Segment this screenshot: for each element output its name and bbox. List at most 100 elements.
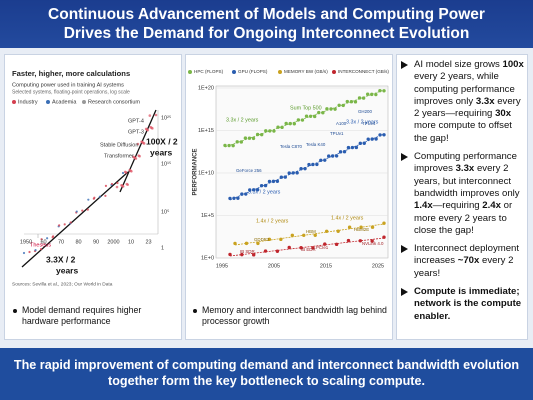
decor-point (243, 136, 248, 140)
decor-point (358, 141, 363, 146)
decor-point (123, 170, 127, 174)
x-tick-label: 23 (145, 239, 151, 245)
legend-label: HPC (FLOPS) (194, 69, 224, 74)
bullet-dot (13, 309, 17, 313)
decor-point (342, 150, 347, 154)
annotation: 1.4x / 2 years (256, 218, 289, 224)
bullet-arrow (401, 245, 408, 254)
decor-point (321, 111, 325, 115)
decor-point (228, 252, 232, 257)
decor-point (279, 237, 283, 242)
bullet-item: AI model size grows 100x every 2 years, … (401, 59, 525, 145)
legend-swatch (12, 100, 16, 104)
x-tick-label: 1950 (20, 239, 32, 245)
decor-point (263, 249, 268, 253)
legend-swatch (46, 100, 50, 104)
decor-point (63, 223, 66, 226)
decor-point (255, 188, 260, 192)
bold-text: 2.4x (482, 200, 501, 212)
decor-point (358, 239, 363, 243)
y-tick-label: 1E+10 (198, 170, 214, 176)
bullet-text: Model demand requires higher hardware pe… (22, 305, 142, 326)
legend-label: Academia (52, 99, 77, 105)
decor-point (247, 136, 252, 140)
decor-point (69, 221, 72, 224)
bold-text: 3.3x (455, 163, 475, 175)
legend-swatch (278, 70, 282, 74)
decor-point (244, 192, 248, 196)
decor-point (323, 158, 327, 162)
decor-point (370, 92, 374, 97)
point-label: GPT-3 (128, 129, 144, 135)
decor-point (346, 145, 351, 150)
x-tick-label: 2025 (372, 263, 384, 269)
x-tick-label: 10 (128, 239, 134, 245)
decor-point (104, 184, 108, 187)
decor-point (334, 242, 339, 247)
x-ticks: 1950 60 70 80 90 2000 10 23 (20, 239, 152, 245)
point-label: Stable Diffusion (100, 142, 138, 148)
decor-point (120, 183, 123, 187)
decor-point (374, 92, 378, 97)
annotation: years (56, 265, 78, 275)
decor-point (333, 107, 337, 111)
decor-point (240, 252, 244, 257)
decor-point (319, 158, 323, 162)
y-tick-label: 10²⁵ (161, 114, 171, 121)
decor-point (236, 196, 240, 200)
decor-point (239, 140, 244, 144)
decor-point (148, 114, 152, 117)
x-tick-label: 70 (58, 239, 64, 245)
y-tick-label: 1E+5 (201, 213, 214, 219)
decor-point (315, 162, 319, 167)
y-tick-label: 10⁵ (161, 208, 169, 215)
series-points (223, 88, 386, 257)
trend-line (119, 109, 157, 193)
decor-point (231, 143, 235, 148)
decor-point (337, 103, 341, 107)
decor-point (251, 136, 256, 141)
decor-point (280, 125, 284, 130)
decor-point (283, 175, 287, 179)
compute-chart: Faster, higher, more calculations Comput… (12, 69, 178, 287)
bullet-text: every 2 years, but interconnect bandwidt… (414, 163, 520, 199)
point-label: HBM (306, 229, 316, 234)
decor-point (303, 166, 307, 171)
decor-point (40, 238, 43, 241)
decor-point (128, 168, 132, 172)
middle-bullet: Memory and interconnect bandwidth lag be… (190, 305, 390, 327)
legend-label: INTERCONNECT (GB/s) (338, 69, 389, 74)
header-title-line: Continuous Advancement of Models and Com… (48, 6, 485, 23)
decor-point (299, 167, 303, 171)
point-label: IB EDR (301, 247, 316, 252)
point-label: NVLink 4.0 (362, 241, 384, 246)
decor-point (291, 171, 295, 175)
decor-point (302, 233, 306, 238)
decor-point (154, 113, 158, 117)
header: Continuous Advancement of Models and Com… (0, 0, 533, 48)
decor-point (327, 154, 331, 158)
bold-text: Compute is immediate; network is the com… (414, 286, 522, 322)
plot-area (215, 85, 389, 259)
decor-point (46, 237, 49, 240)
decor-point (370, 239, 374, 243)
x-tick-label: 2005 (268, 263, 280, 269)
decor-point (307, 162, 311, 167)
decor-point (346, 238, 351, 243)
decor-point (317, 110, 321, 115)
decor-point (370, 137, 374, 141)
decor-point (256, 241, 260, 246)
y-tick-label: 1E+0 (201, 255, 214, 261)
decor-point (279, 175, 284, 179)
decor-point (251, 253, 256, 257)
decor-point (87, 198, 90, 201)
decor-point (365, 92, 370, 96)
annotation: Sum Top 500 (290, 105, 322, 111)
point-label: GH200 (358, 109, 372, 114)
decor-point (149, 125, 152, 129)
chart-subtitle: Computing power used in training AI syst… (12, 82, 124, 88)
decor-point (290, 233, 295, 238)
decor-point (259, 183, 264, 188)
